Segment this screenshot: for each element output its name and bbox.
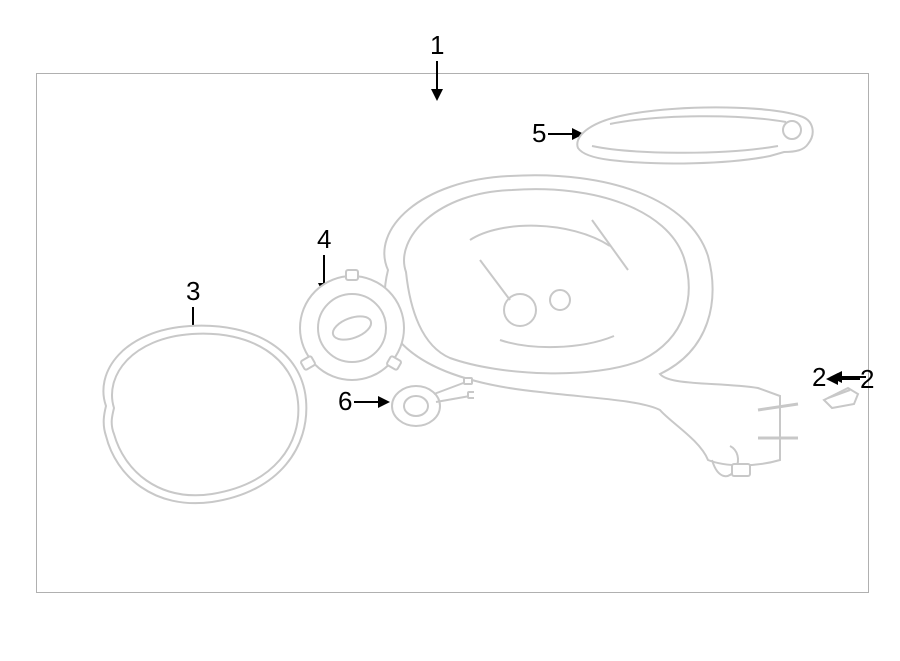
part-mirror-glass xyxy=(80,316,318,516)
callout-2-real: 2 xyxy=(860,364,874,395)
callout-5-label: 5 xyxy=(532,118,546,149)
callout-1: 1 xyxy=(430,30,444,101)
part-puddle-lamp xyxy=(388,372,474,432)
callout-1-label: 1 xyxy=(430,30,444,61)
callout-3-label: 3 xyxy=(186,276,200,307)
callout-4-label: 4 xyxy=(317,224,331,255)
callout-2-label: 2 xyxy=(860,364,874,395)
part-turn-signal xyxy=(570,100,820,176)
diagram-stage: 1 2 3 4 5 xyxy=(0,0,900,661)
callout-6-label: 6 xyxy=(338,386,352,417)
arrow-left-icon xyxy=(826,372,860,386)
arrow-down-icon xyxy=(430,61,444,101)
part-mirror-shell xyxy=(360,160,800,490)
